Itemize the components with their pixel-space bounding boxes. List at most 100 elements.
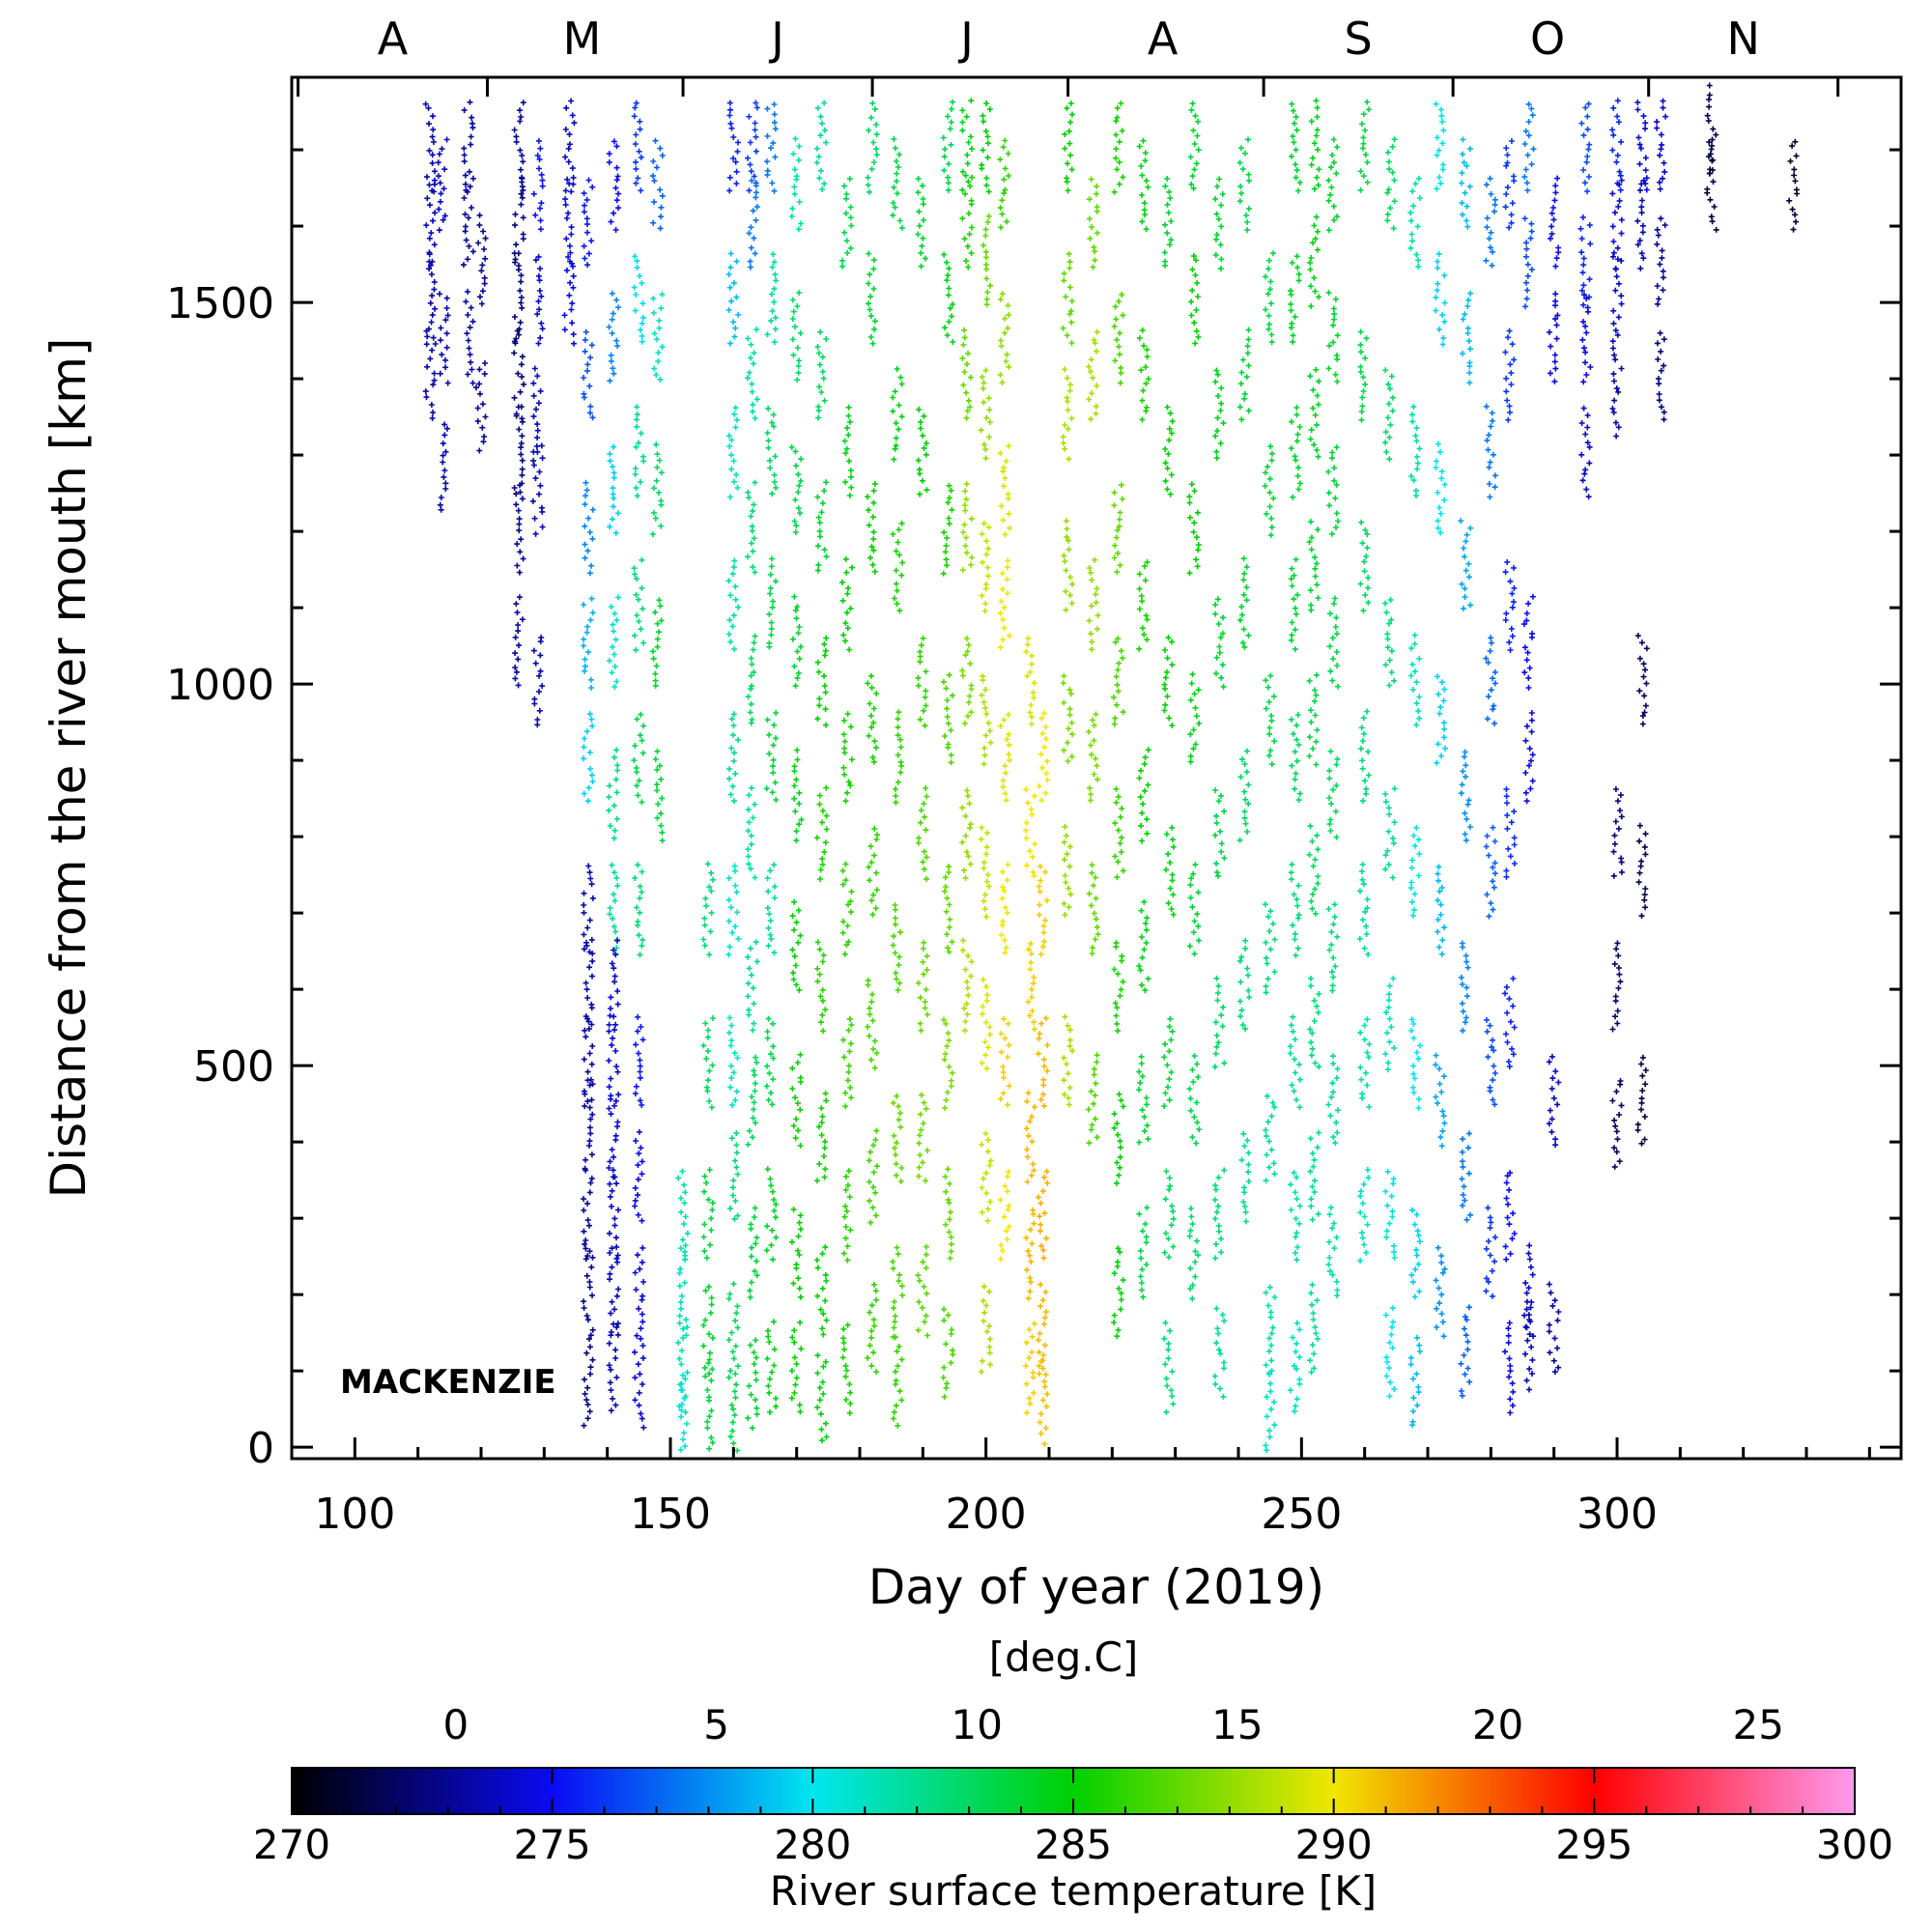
data-point — [606, 594, 621, 690]
data-point-marker — [437, 291, 451, 386]
data-point — [1023, 1207, 1037, 1302]
data-point — [813, 1244, 830, 1338]
data-point-marker — [1326, 748, 1341, 840]
data-point-marker — [959, 636, 975, 726]
data-point-marker — [1609, 345, 1625, 440]
data-point-marker — [463, 288, 476, 386]
data-point — [1236, 748, 1252, 843]
data-point-marker — [1306, 519, 1321, 613]
data-point-marker — [1546, 291, 1561, 384]
data-point-marker — [978, 367, 993, 462]
data-point-marker — [512, 594, 526, 689]
data-point — [1060, 250, 1075, 346]
data-point — [1262, 901, 1278, 996]
data-point-marker — [581, 1336, 596, 1429]
data-point-marker — [764, 862, 778, 956]
data-point — [1136, 327, 1151, 423]
data-point-marker — [1161, 1320, 1177, 1415]
colorbar-title: River surface temperature [K] — [770, 1867, 1377, 1915]
data-point — [1212, 176, 1226, 272]
data-point-marker — [631, 711, 647, 806]
data-point-marker — [1357, 99, 1373, 193]
data-point — [437, 421, 450, 513]
data-point-marker — [1036, 863, 1050, 957]
colorbar-celsius-tick-label: 5 — [703, 1701, 729, 1748]
data-point-marker — [1187, 671, 1203, 765]
data-point-marker — [532, 253, 546, 347]
data-point-marker — [959, 174, 975, 270]
data-point — [1433, 100, 1447, 192]
data-point — [1502, 976, 1518, 1070]
data-point — [1136, 747, 1151, 844]
data-point — [1407, 175, 1423, 270]
data-point — [1382, 597, 1397, 689]
data-point-marker — [1060, 250, 1075, 346]
data-point-marker — [1036, 1015, 1051, 1109]
data-point-marker — [513, 482, 526, 576]
data-point-marker — [813, 1244, 830, 1338]
y-tick-label: 500 — [193, 1042, 274, 1092]
data-point-marker — [1325, 290, 1341, 384]
data-point-marker — [980, 213, 994, 308]
data-point-marker — [1433, 100, 1447, 192]
data-point — [1289, 100, 1303, 194]
data-point-marker — [1263, 1093, 1278, 1184]
data-point — [1023, 1090, 1037, 1185]
data-point-marker — [745, 99, 760, 194]
data-point — [1025, 940, 1037, 1033]
data-point — [511, 99, 526, 194]
data-point — [631, 253, 646, 345]
data-point-marker — [1382, 1305, 1398, 1400]
data-point — [745, 99, 760, 194]
data-point-marker — [649, 441, 665, 537]
x-tick-label: 150 — [630, 1490, 711, 1539]
data-point — [1577, 214, 1594, 308]
data-point-marker — [631, 556, 647, 653]
data-point — [606, 138, 622, 233]
data-point-marker — [435, 136, 450, 234]
data-point-marker — [1110, 636, 1126, 727]
data-point — [1458, 518, 1474, 611]
data-point-marker — [1186, 1206, 1202, 1302]
data-point-marker — [746, 177, 760, 270]
data-point-marker — [607, 862, 621, 957]
data-point-marker — [1136, 1053, 1151, 1146]
data-point — [700, 1015, 716, 1111]
data-point-marker — [1212, 787, 1228, 879]
data-point-marker — [959, 480, 975, 574]
data-point — [1086, 711, 1101, 804]
data-point — [1236, 136, 1253, 234]
data-point — [866, 250, 878, 347]
data-point-marker — [1408, 1016, 1423, 1111]
data-point-marker — [725, 863, 742, 958]
data-point — [1086, 862, 1101, 956]
data-point-marker — [1111, 292, 1126, 386]
y-tick-label: 0 — [247, 1424, 274, 1473]
data-point-marker — [940, 482, 955, 577]
data-point-marker — [1459, 1130, 1473, 1223]
data-point-marker — [979, 520, 992, 614]
data-point-marker — [1384, 136, 1398, 232]
data-point-marker — [1186, 481, 1202, 577]
data-point-marker — [1356, 861, 1372, 957]
data-point-marker — [1211, 975, 1228, 1070]
data-point — [1609, 345, 1625, 440]
data-point-marker — [511, 404, 526, 497]
data-point — [513, 482, 526, 576]
data-point — [632, 1335, 647, 1431]
data-point-marker — [1634, 99, 1650, 193]
data-point — [1288, 1170, 1303, 1264]
data-point — [839, 555, 855, 653]
data-point — [1325, 136, 1341, 234]
data-point — [726, 711, 742, 805]
data-point-marker — [890, 366, 905, 463]
data-point-marker — [839, 176, 855, 270]
data-point-marker — [1483, 403, 1498, 500]
data-point — [1434, 673, 1448, 766]
data-point — [1211, 1305, 1228, 1400]
data-point-marker — [1287, 1013, 1303, 1111]
data-point-marker — [1458, 518, 1474, 611]
data-point — [1263, 1093, 1278, 1184]
data-point-marker — [979, 100, 993, 195]
